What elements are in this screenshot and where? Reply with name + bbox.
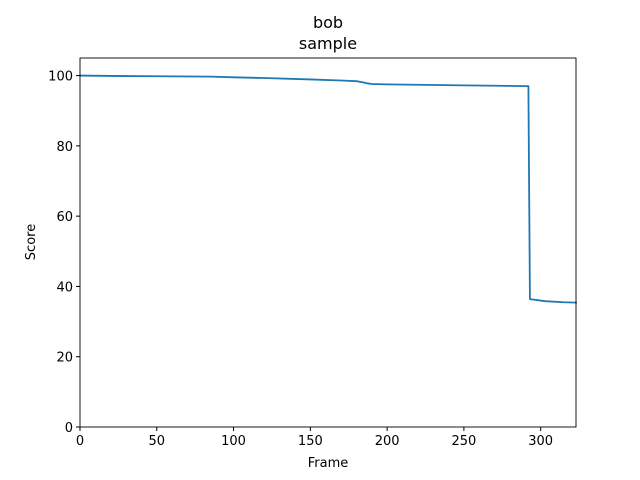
y-tick-label: 60	[56, 210, 73, 225]
x-tick-label: 250	[451, 434, 476, 449]
chart-title: bob	[313, 13, 343, 32]
x-tick-label: 0	[76, 434, 84, 449]
y-tick-label: 80	[56, 140, 73, 155]
x-tick-label: 150	[298, 434, 323, 449]
x-tick-label: 200	[375, 434, 400, 449]
plot-area	[79, 57, 577, 428]
y-axis-ticks: 0 20 40 60 80 100	[48, 70, 80, 436]
x-tick-label: 50	[149, 434, 166, 449]
axes-frame	[79, 57, 577, 428]
y-tick-label: 0	[65, 421, 73, 436]
x-tick-label: 300	[528, 434, 553, 449]
y-tick-label: 100	[48, 70, 73, 85]
x-tick-label: 100	[221, 434, 246, 449]
y-axis-label: Score	[24, 224, 39, 260]
series-line	[79, 74, 577, 304]
chart-subtitle: sample	[299, 34, 357, 53]
y-tick-label: 20	[56, 351, 73, 366]
y-tick-label: 40	[56, 280, 73, 295]
x-axis-ticks: 0 50 100 150 200 250 300	[76, 427, 553, 449]
x-axis-label: Frame	[308, 456, 349, 471]
